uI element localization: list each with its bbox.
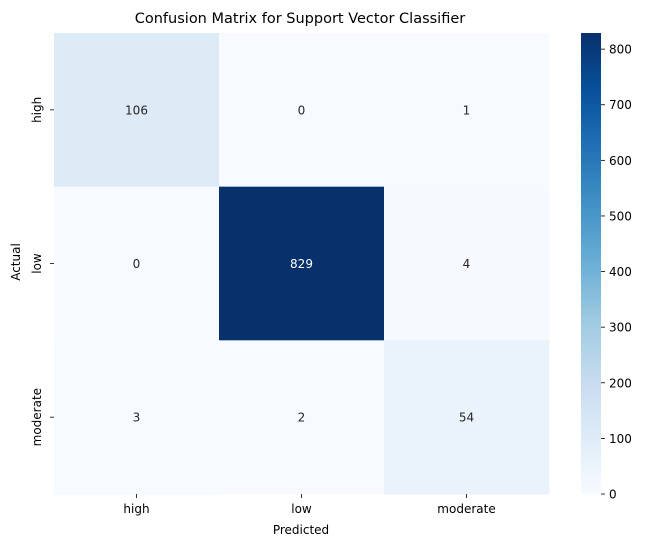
heatmap-cells bbox=[54, 33, 550, 495]
y-tick-label: high bbox=[30, 97, 44, 123]
y-tick-label: low bbox=[30, 253, 44, 274]
colorbar bbox=[581, 33, 601, 494]
heatmap-cell bbox=[219, 340, 385, 495]
heatmap-cell bbox=[219, 186, 385, 341]
cell-value-label: 829 bbox=[290, 257, 313, 271]
x-tick-label: low bbox=[291, 502, 312, 516]
colorbar-axis: 0 100 200 300 400 500 600 700 800 bbox=[601, 43, 632, 502]
x-tick-label: high bbox=[123, 502, 149, 516]
heatmap-cell bbox=[54, 340, 220, 495]
colorbar-tick-label: 700 bbox=[609, 98, 632, 112]
colorbar-tick-label: 100 bbox=[609, 432, 632, 446]
colorbar-tick-label: 500 bbox=[609, 209, 632, 223]
chart-title: Confusion Matrix for Support Vector Clas… bbox=[135, 11, 466, 27]
x-axis-label: Predicted bbox=[273, 523, 329, 537]
heatmap-cell bbox=[384, 340, 550, 495]
heatmap-cell bbox=[54, 33, 220, 188]
colorbar-tick-label: 0 bbox=[609, 488, 617, 502]
heatmap-cell bbox=[219, 33, 385, 188]
cell-value-label: 2 bbox=[298, 411, 306, 425]
heatmap-cell bbox=[384, 33, 550, 188]
y-tick-label: moderate bbox=[30, 388, 44, 446]
cell-value-label: 54 bbox=[459, 411, 474, 425]
cell-value-label: 3 bbox=[133, 411, 141, 425]
heatmap-annotations: 106 0 1 0 829 4 3 2 54 bbox=[125, 103, 474, 424]
colorbar-tick-label: 200 bbox=[609, 376, 632, 390]
heatmap-cell bbox=[384, 186, 550, 341]
colorbar-tick-label: 600 bbox=[609, 154, 632, 168]
y-axis-label: Actual bbox=[9, 243, 23, 281]
cell-value-label: 0 bbox=[298, 103, 306, 117]
cell-value-label: 106 bbox=[125, 103, 148, 117]
cell-value-label: 0 bbox=[133, 257, 141, 271]
x-axis: high low moderate bbox=[123, 494, 496, 516]
cell-value-label: 4 bbox=[463, 257, 471, 271]
x-tick-label: moderate bbox=[437, 502, 495, 516]
colorbar-tick-label: 300 bbox=[609, 321, 632, 335]
colorbar-tick-label: 400 bbox=[609, 265, 632, 279]
cell-value-label: 1 bbox=[463, 103, 471, 117]
y-axis: high low moderate bbox=[30, 97, 54, 446]
colorbar-tick-label: 800 bbox=[609, 43, 632, 57]
heatmap-cell bbox=[54, 186, 220, 341]
